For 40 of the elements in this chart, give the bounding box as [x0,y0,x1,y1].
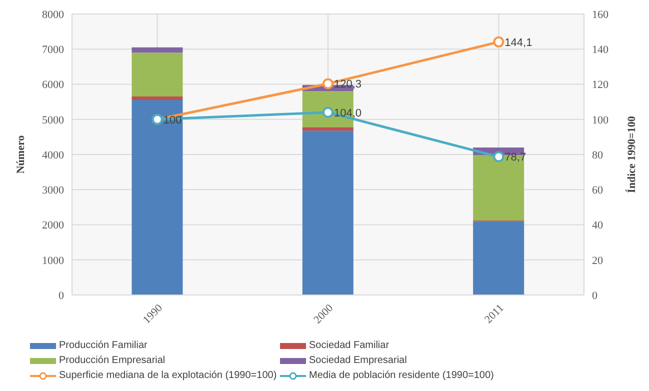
legend-label: Sociedad Familiar [309,340,390,351]
y-tick-label: 4000 [42,149,64,162]
y2-tick-label: 140 [592,44,609,56]
y-tick-label: 3000 [42,184,64,197]
y2-tick-label: 160 [592,8,609,21]
y2-tick-label: 0 [592,290,598,302]
y-tick-label: 2000 [42,220,64,232]
bar [302,127,354,131]
y2-tick-label: 80 [592,149,604,162]
y2-tick-label: 40 [592,220,604,232]
bar [302,130,354,295]
y2-tick-label: 120 [592,79,609,92]
legend-label: Producción Empresarial [59,355,166,366]
legend-label: Superficie mediana de la explotación (1990=100) [59,370,277,381]
y-tick-label: 0 [58,290,64,302]
y-tick-label: 6000 [42,79,64,92]
bar [132,100,183,295]
y2-tick-label: 60 [592,184,604,197]
bar [132,96,183,100]
y-tick-label: 5000 [42,114,64,126]
point [322,78,334,90]
x-tick-label: 2011 [482,302,506,326]
data-label: 144,1 [504,36,532,49]
y2-axis-title: Índice 1990=100 [624,116,638,193]
y2-tick-label: 100 [592,114,609,126]
point [493,36,504,48]
y-tick-label: 7000 [42,44,64,56]
bar [132,47,183,53]
data-label: 100 [163,114,182,126]
point [493,151,504,162]
point [322,106,334,118]
y2-tick-label: 20 [592,254,604,267]
legend-label: Producción Familiar [59,340,148,351]
y-axis-title: Número [14,134,27,174]
bar [132,52,183,97]
legend-label: Media de población residente (1990=100) [309,370,494,381]
y-tick-label: 8000 [42,8,64,21]
y-tick-label: 1000 [42,254,64,267]
bar [473,221,524,295]
legend-label: Sociedad Empresarial [309,355,407,366]
